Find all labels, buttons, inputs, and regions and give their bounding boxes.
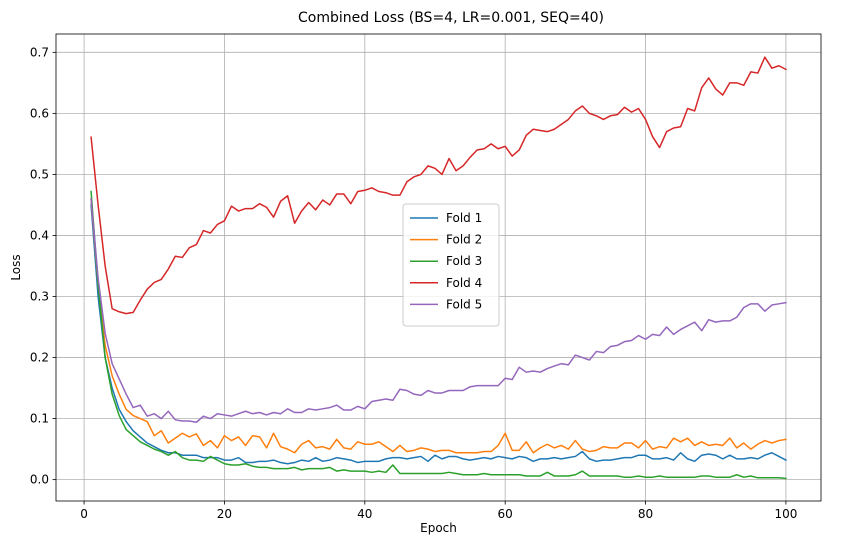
y-tick-label: 0.7	[30, 45, 49, 59]
y-tick-label: 0.4	[30, 228, 49, 242]
x-tick-label: 60	[498, 507, 513, 521]
legend-frame	[402, 203, 500, 327]
legend: Fold 1 Fold 2 Fold 3 Fold 4 Fold 5	[402, 203, 500, 327]
legend-label: Fold 3	[446, 254, 482, 268]
y-tick-label: 0.6	[30, 106, 49, 120]
x-tick-label: 20	[217, 507, 232, 521]
y-tick-label: 0.0	[30, 473, 49, 487]
series-line-fold-5	[90, 198, 787, 423]
y-tick-label: 0.5	[30, 167, 49, 181]
series-line-fold-2	[90, 198, 787, 454]
x-tick-label: 40	[357, 507, 372, 521]
chart-title: Combined Loss (BS=4, LR=0.001, SEQ=40)	[298, 10, 604, 26]
grid	[56, 34, 821, 501]
series-line-fold-3	[90, 190, 787, 480]
legend-label: Fold 5	[446, 297, 482, 311]
legend-label: Fold 2	[446, 233, 482, 247]
series-line-fold-4	[90, 56, 787, 315]
y-tick-label: 0.3	[30, 289, 49, 303]
y-axis-title: Loss	[9, 254, 23, 280]
legend-label: Fold 1	[446, 211, 482, 225]
y-tick-label: 0.2	[30, 351, 49, 365]
y-tick-label: 0.1	[30, 412, 49, 426]
plot-frame	[55, 33, 822, 502]
x-tick-label: 100	[774, 507, 797, 521]
x-axis-title: Epoch	[420, 521, 457, 535]
x-tick-label: 0	[80, 507, 88, 521]
series-line-fold-1	[90, 204, 787, 465]
legend-label: Fold 4	[446, 276, 482, 290]
axis-ticks: 0 20 40 60 80 100 0.0 0.1 0.2 0.3 0.4 0.5 0.6 0.7	[30, 45, 797, 521]
series-lines	[90, 56, 787, 480]
x-tick-label: 80	[638, 507, 653, 521]
